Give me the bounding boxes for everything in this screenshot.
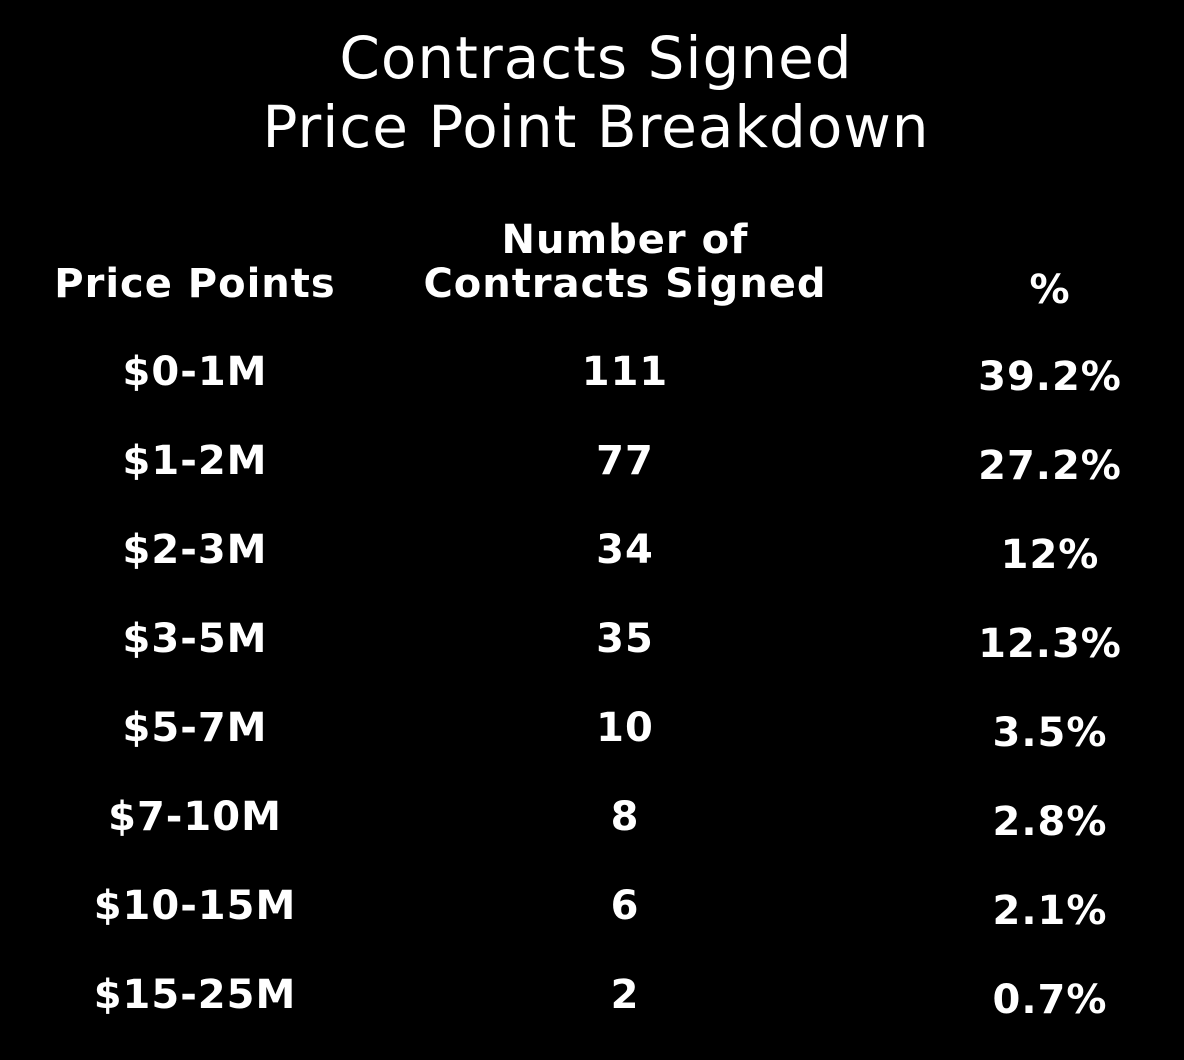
table-cell: 12% (1000, 532, 1100, 578)
table-cell: 3.5% (992, 710, 1108, 756)
table-cell: $10-15M (93, 883, 297, 929)
table-cell: 0.7% (992, 977, 1108, 1023)
table-cell: $5-7M (122, 705, 268, 751)
table-cell: 10 (596, 705, 654, 751)
table-cell: 111 (581, 349, 669, 395)
table-cell: 2 (610, 972, 640, 1018)
table-cell: 39.2% (978, 354, 1122, 400)
column-header: Contracts Signed (423, 261, 827, 307)
table-cell: 6 (610, 883, 640, 929)
column-header: % (1029, 267, 1071, 313)
table-cell: $7-10M (108, 794, 282, 840)
table-cell: $15-25M (93, 972, 297, 1018)
table-cell: $3-5M (122, 616, 268, 662)
title: Contracts Signed (339, 24, 853, 92)
table-cell: 12.3% (978, 621, 1122, 667)
table-cell: 34 (596, 527, 654, 573)
table-cell: 77 (596, 438, 654, 484)
column-header: Number of (501, 217, 749, 263)
table-cell: $0-1M (122, 349, 268, 395)
table-cell: 2.8% (992, 799, 1108, 845)
table-cell: 2.1% (992, 888, 1108, 934)
table-cell: 27.2% (978, 443, 1122, 489)
table-cell: 35 (596, 616, 654, 662)
table-cell: 8 (610, 794, 640, 840)
table-cell: $1-2M (122, 438, 268, 484)
title: Price Point Breakdown (262, 93, 930, 161)
column-header: Price Points (54, 261, 336, 307)
table-cell: $2-3M (122, 527, 268, 573)
